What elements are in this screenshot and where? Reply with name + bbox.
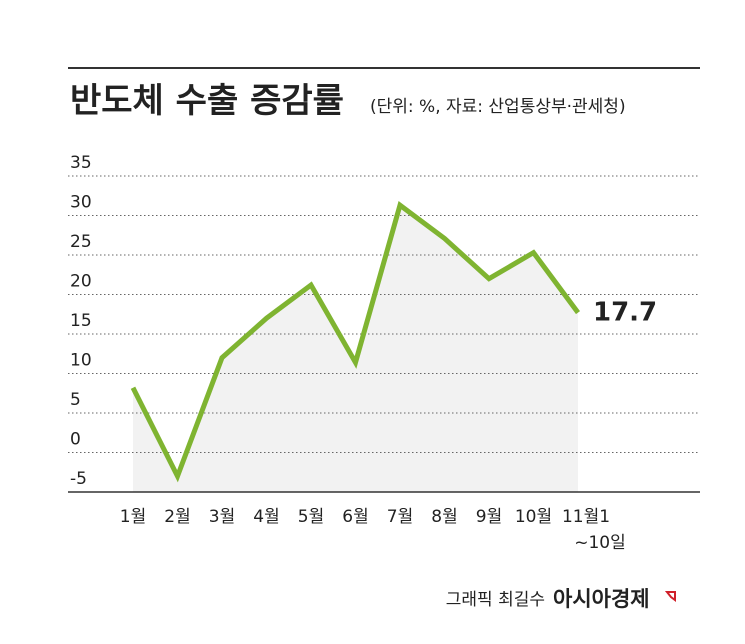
value-label: 17.7	[593, 298, 657, 328]
x-tick-label: 2월	[164, 507, 190, 527]
x-tick-label: 10월	[515, 507, 552, 527]
y-tick-label: 15	[70, 311, 92, 331]
x-tick-label-line: ~10일	[574, 533, 626, 553]
area-fill	[133, 205, 578, 493]
x-tick-label: 4월	[253, 507, 279, 527]
chart-title: 반도체 수출 증감률	[70, 81, 344, 121]
x-tick-label: 1월	[120, 507, 146, 527]
x-tick-label: 8월	[431, 507, 457, 527]
y-tick-label: 0	[70, 430, 81, 450]
x-tick-label: 11월1 ~10일	[562, 507, 626, 553]
source: 아시아경제	[553, 587, 650, 611]
y-tick-label: 30	[70, 193, 92, 213]
y-tick-label: 25	[70, 232, 92, 252]
line	[130, 201, 581, 483]
x-tick-label: 6월	[342, 507, 368, 527]
x-tick-label: 5월	[298, 507, 324, 527]
chart-subtitle: (단위: %, 자료: 산업통상부·관세청)	[370, 97, 626, 117]
x-tick-label: 7월	[387, 507, 413, 527]
y-tick-label: 5	[70, 390, 81, 410]
credit: 그래픽 최길수	[446, 590, 545, 610]
y-tick-label: 10	[70, 351, 92, 371]
logo-icon	[664, 591, 676, 602]
y-tick-label: -5	[70, 469, 87, 489]
x-tick-label: 3월	[209, 507, 235, 527]
y-tick-label: 35	[70, 153, 92, 173]
x-tick-label-line: 11월1	[562, 507, 610, 527]
x-tick-label: 9월	[476, 507, 502, 527]
y-tick-label: 20	[70, 272, 92, 292]
